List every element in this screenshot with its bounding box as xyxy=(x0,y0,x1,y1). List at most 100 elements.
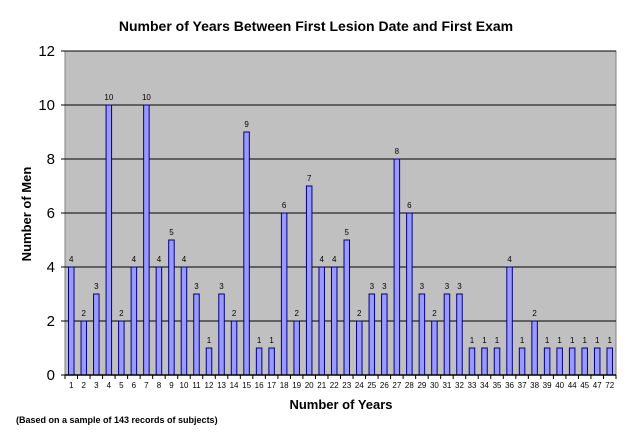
bar xyxy=(368,293,376,376)
x-axis-label: Number of Years xyxy=(289,397,392,412)
bar xyxy=(493,347,501,376)
bar xyxy=(456,293,463,376)
data-label: 2 xyxy=(432,309,437,318)
x-tick-label: 27 xyxy=(392,381,401,390)
x-tick-label: 19 xyxy=(292,381,301,390)
x-tick-label: 10 xyxy=(180,381,189,390)
data-label: 1 xyxy=(557,336,562,345)
data-label: 3 xyxy=(219,282,224,291)
y-tick-label: 4 xyxy=(47,259,55,276)
data-label: 3 xyxy=(457,282,462,291)
data-label: 1 xyxy=(470,336,475,345)
data-label: 6 xyxy=(407,201,412,210)
x-tick-label: 28 xyxy=(405,381,414,390)
data-label: 1 xyxy=(545,336,550,345)
bar xyxy=(431,320,438,376)
x-tick-label: 15 xyxy=(242,381,251,390)
bar xyxy=(180,266,188,376)
data-label: 1 xyxy=(482,336,487,345)
y-tick-label: 6 xyxy=(47,205,55,222)
data-label: 2 xyxy=(294,309,299,318)
data-label: 10 xyxy=(104,93,113,102)
bar xyxy=(606,347,613,376)
x-tick-label: 18 xyxy=(280,381,289,390)
x-tick-label: 33 xyxy=(468,381,477,390)
bar xyxy=(330,266,338,376)
x-tick-label: 1 xyxy=(69,381,74,390)
data-label: 3 xyxy=(420,282,425,291)
bar xyxy=(268,347,275,376)
x-tick-label: 6 xyxy=(132,381,137,390)
x-tick-label: 47 xyxy=(593,381,602,390)
bar xyxy=(105,104,113,376)
x-tick-label: 39 xyxy=(543,381,552,390)
x-tick-label: 36 xyxy=(505,381,514,390)
x-tick-label: 3 xyxy=(94,381,99,390)
data-label: 1 xyxy=(269,336,274,345)
data-label: 3 xyxy=(382,282,387,291)
bar xyxy=(68,266,75,376)
data-label: 5 xyxy=(345,228,350,237)
y-axis-label: Number of Men xyxy=(19,167,34,262)
x-tick-label: 4 xyxy=(107,381,112,390)
x-tick-label: 12 xyxy=(205,381,214,390)
data-label: 2 xyxy=(119,309,124,318)
x-tick-label: 13 xyxy=(217,381,226,390)
bar xyxy=(155,266,163,376)
bar xyxy=(168,239,175,376)
bar xyxy=(130,266,138,376)
bar xyxy=(293,320,300,376)
x-tick-label: 29 xyxy=(417,381,426,390)
bar xyxy=(543,347,551,376)
chart-title: Number of Years Between First Lesion Dat… xyxy=(119,18,513,34)
data-label: 2 xyxy=(232,309,237,318)
x-tick-label: 24 xyxy=(355,381,364,390)
bar xyxy=(568,347,576,376)
y-tick-label: 8 xyxy=(47,151,55,168)
x-tick-label: 31 xyxy=(442,381,451,390)
data-label: 2 xyxy=(82,309,87,318)
data-label: 3 xyxy=(194,282,199,291)
x-tick-label: 40 xyxy=(555,381,564,390)
data-label: 1 xyxy=(207,336,212,345)
data-label: 1 xyxy=(520,336,525,345)
bar xyxy=(531,320,538,376)
bar xyxy=(205,347,213,376)
bar xyxy=(318,266,325,376)
x-tick-label: 16 xyxy=(255,381,264,390)
data-label: 4 xyxy=(332,255,337,264)
data-label: 1 xyxy=(570,336,575,345)
data-label: 3 xyxy=(370,282,375,291)
x-tick-label: 32 xyxy=(455,381,464,390)
x-tick-label: 8 xyxy=(157,381,162,390)
x-tick-label: 38 xyxy=(530,381,539,390)
x-tick-label: 9 xyxy=(169,381,174,390)
bar xyxy=(518,347,526,376)
data-label: 4 xyxy=(507,255,512,264)
data-label: 2 xyxy=(532,309,537,318)
bar xyxy=(143,104,150,376)
x-tick-label: 30 xyxy=(430,381,439,390)
x-tick-label: 5 xyxy=(119,381,124,390)
x-tick-label: 14 xyxy=(230,381,239,390)
bar xyxy=(343,239,351,376)
y-axis-ticks: 0 2 4 6 8 10 12 xyxy=(38,43,65,384)
bar xyxy=(193,293,200,376)
data-label: 2 xyxy=(357,309,362,318)
y-tick-label: 2 xyxy=(47,313,55,330)
bar xyxy=(556,347,563,376)
x-tick-label: 35 xyxy=(493,381,502,390)
x-tick-label: 22 xyxy=(330,381,339,390)
bar xyxy=(406,212,413,376)
sample-note: (Based on a sample of 143 records of sub… xyxy=(16,415,218,425)
bar xyxy=(581,347,588,376)
data-label: 1 xyxy=(582,336,587,345)
bar xyxy=(80,320,88,376)
data-label: 10 xyxy=(142,93,151,102)
data-label: 7 xyxy=(307,174,312,183)
bar xyxy=(280,212,288,376)
data-label: 4 xyxy=(182,255,187,264)
x-tick-label: 23 xyxy=(342,381,351,390)
x-tick-label: 37 xyxy=(518,381,527,390)
